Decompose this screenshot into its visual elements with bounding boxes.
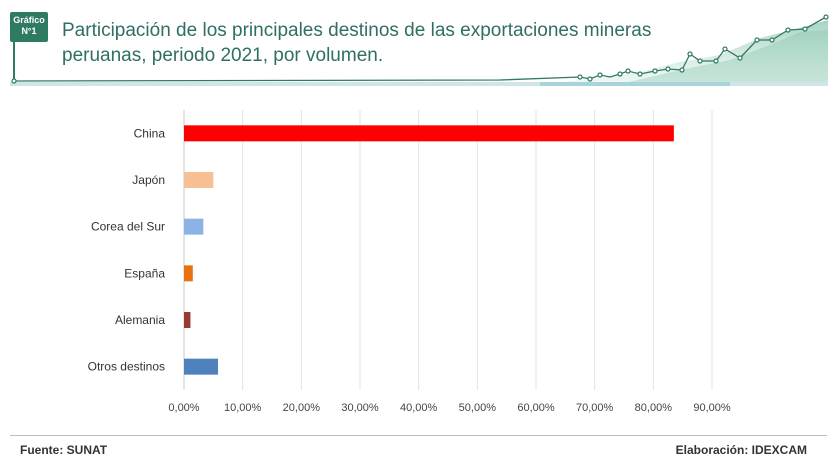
bars [184, 125, 674, 375]
bar-otros-destinos [184, 358, 219, 375]
bar-españa [184, 265, 193, 282]
x-tick-label: 40,00% [400, 402, 438, 414]
category-label: Corea del Sur [91, 220, 165, 234]
x-tick-labels: 0,00% 10,00% 20,00% 30,00% 40,00% 50,00% 60,00… [168, 402, 730, 414]
bar-chart: China Japón Corea del Sur España Alemania Otr… [88, 110, 731, 414]
category-label: España [124, 266, 165, 280]
bar-corea-del-sur [184, 218, 204, 235]
x-tick-label: 80,00% [635, 402, 673, 414]
credit-note: Elaboración: IDEXCAM [675, 443, 807, 457]
bar-alemania [184, 312, 191, 328]
source-note: Fuente: SUNAT [20, 443, 108, 457]
x-tick-label: 30,00% [341, 402, 379, 414]
x-tick-label: 60,00% [517, 402, 555, 414]
category-labels: China Japón Corea del Sur España Alemania Otr… [88, 126, 166, 373]
x-tick-label: 70,00% [576, 402, 614, 414]
badge-number: N°1 [21, 26, 37, 36]
header-banner [10, 12, 829, 86]
bar-china [184, 125, 674, 142]
chart-title: Participación de los principales destino… [62, 20, 652, 66]
category-label: China [134, 126, 166, 140]
x-tick-label: 90,00% [693, 402, 731, 414]
category-label: Japón [132, 173, 165, 187]
x-tick-label: 10,00% [224, 402, 262, 414]
footer-divider [10, 435, 827, 436]
category-label: Otros destinos [88, 360, 165, 374]
badge-label: Gráfico [13, 15, 45, 25]
category-label: Alemania [115, 313, 165, 327]
x-tick-label: 0,00% [168, 402, 199, 414]
x-tick-label: 20,00% [283, 402, 321, 414]
figure-number-badge: Gráfico N°1 [10, 12, 48, 42]
bar-japón [184, 172, 214, 188]
x-tick-label: 50,00% [459, 402, 497, 414]
gridlines [183, 110, 713, 390]
